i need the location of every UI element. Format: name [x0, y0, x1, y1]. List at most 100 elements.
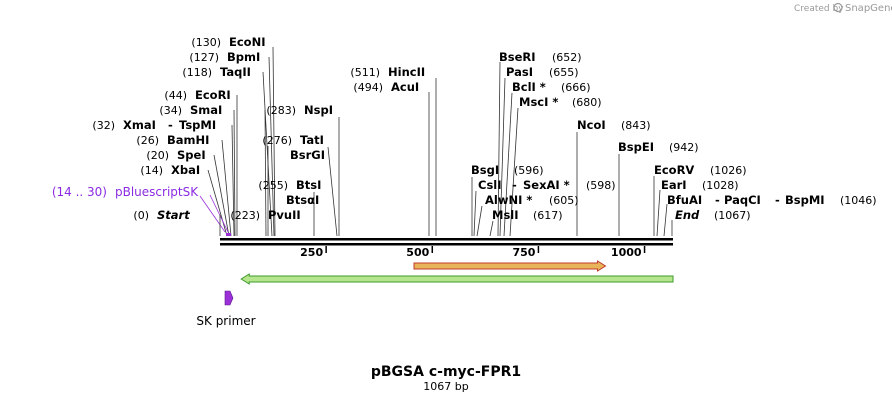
site-pos: (598)	[586, 179, 616, 192]
backbone	[220, 233, 673, 246]
pbluescriptsk-feature-mark	[226, 233, 231, 236]
site-name: PvuII	[268, 208, 301, 222]
orange-feature-arrow	[413, 260, 607, 272]
leader-line	[272, 46, 276, 237]
leader-line	[499, 77, 506, 237]
orange-arrow-shape	[413, 260, 607, 272]
site-name: BsrGI	[290, 148, 325, 162]
site-pos: (666)	[561, 81, 591, 94]
plasmid-title: pBGSA c-myc-FPR1	[371, 364, 521, 380]
site-name: SmaI	[190, 103, 222, 117]
site-pos: (596)	[514, 164, 544, 177]
site-name-alt: SexAI *	[523, 178, 570, 192]
site-separator: -	[512, 178, 517, 192]
site-pos: (511)	[350, 66, 380, 79]
site-pos: (1046)	[840, 194, 877, 207]
feature-range: (14 .. 30)	[52, 185, 107, 199]
site-name: EcoRV	[654, 163, 694, 177]
site-pos: (130)	[191, 36, 221, 49]
ruler-tick-label: 500	[406, 246, 429, 259]
site-name: CslI	[478, 178, 502, 192]
site-name: MslI	[492, 208, 519, 222]
leader-line	[497, 61, 501, 237]
site-pos: (118)	[182, 66, 212, 79]
site-pos: (283)	[266, 104, 296, 117]
leader-line	[233, 109, 236, 237]
leader-line	[476, 205, 483, 237]
site-name: AlwNI *	[485, 193, 532, 207]
leader-line	[262, 71, 273, 237]
leader-line	[221, 139, 232, 237]
site-name: BpmI	[227, 50, 260, 64]
leader-line	[473, 190, 477, 237]
site-name: XmaI	[123, 118, 156, 132]
site-name: BtsI	[296, 178, 321, 192]
leader-line	[231, 124, 235, 237]
site-name-alt: TspMI	[179, 118, 216, 132]
ruler-ticks: 250 500 750 1000	[300, 246, 646, 259]
site-name: EarI	[661, 178, 687, 192]
site-pos: (26)	[136, 134, 159, 147]
ruler-tick-label: 250	[300, 246, 323, 259]
site-name: TaqII	[220, 65, 251, 79]
leader-line	[209, 194, 229, 233]
site-pos: (1067)	[714, 209, 751, 222]
site-name: PasI	[506, 65, 533, 79]
site-pos: (20)	[146, 149, 169, 162]
site-name: XbaI	[171, 163, 200, 177]
site-pos: (1026)	[710, 164, 747, 177]
leader-line	[207, 169, 228, 237]
site-pos: (276)	[262, 134, 292, 147]
sk-primer-label: SK primer	[196, 314, 255, 328]
site-separator: -	[168, 118, 173, 132]
leader-line	[656, 189, 661, 237]
green-feature-arrow	[240, 273, 674, 285]
site-pos: (617)	[533, 209, 563, 222]
site-pos: (494)	[353, 81, 383, 94]
site-name-alt: PaqCI	[724, 193, 761, 207]
site-pos: (843)	[621, 119, 651, 132]
site-name: EcoNI	[229, 35, 265, 49]
site-pos: (0)	[133, 209, 149, 222]
site-name: BclI *	[512, 80, 546, 94]
site-pos: (942)	[669, 141, 699, 154]
site-name: BseRI	[499, 50, 536, 64]
site-pos: (605)	[549, 194, 579, 207]
leader-line	[327, 146, 338, 237]
feature-arrows	[240, 260, 674, 285]
site-name-end: End	[675, 208, 700, 222]
leader-line	[268, 56, 275, 237]
feature-name: pBluescriptSK	[115, 185, 199, 199]
snapgene-logo-icon	[833, 2, 843, 13]
site-separator: -	[715, 193, 720, 207]
site-name-alt: BspMI	[785, 193, 825, 207]
backbone-strand-bottom	[220, 243, 673, 246]
site-pos: (32)	[92, 119, 115, 132]
leader-line	[663, 203, 668, 237]
site-name: SpeI	[177, 148, 206, 162]
site-labels: (130) EcoNI (127) BpmI (118) TaqII (44) …	[52, 35, 877, 222]
site-pos: (652)	[552, 51, 582, 64]
site-name-start: Start	[157, 208, 190, 222]
site-pos: (223)	[230, 209, 260, 222]
sk-primer-arrow	[224, 290, 234, 306]
leader-line	[213, 154, 230, 237]
site-name: BsgI	[471, 163, 499, 177]
site-name: NspI	[304, 103, 333, 117]
site-pos: (1028)	[702, 179, 739, 192]
site-pos: (655)	[549, 66, 579, 79]
credit-prefix: Created by	[794, 4, 844, 14]
leader-line	[503, 92, 513, 237]
plasmid-length: 1067 bp	[423, 380, 468, 393]
site-name: MscI *	[519, 95, 558, 109]
site-name: BamHI	[167, 133, 209, 147]
site-pos: (255)	[258, 179, 288, 192]
leader-lines	[199, 46, 673, 237]
site-name: BspEI	[618, 140, 654, 154]
leader-line	[264, 109, 267, 237]
site-name: BtsαI	[286, 193, 319, 207]
site-name: EcoRI	[195, 88, 231, 102]
site-pos: (44)	[164, 89, 187, 102]
site-name: AcuI	[391, 80, 419, 94]
